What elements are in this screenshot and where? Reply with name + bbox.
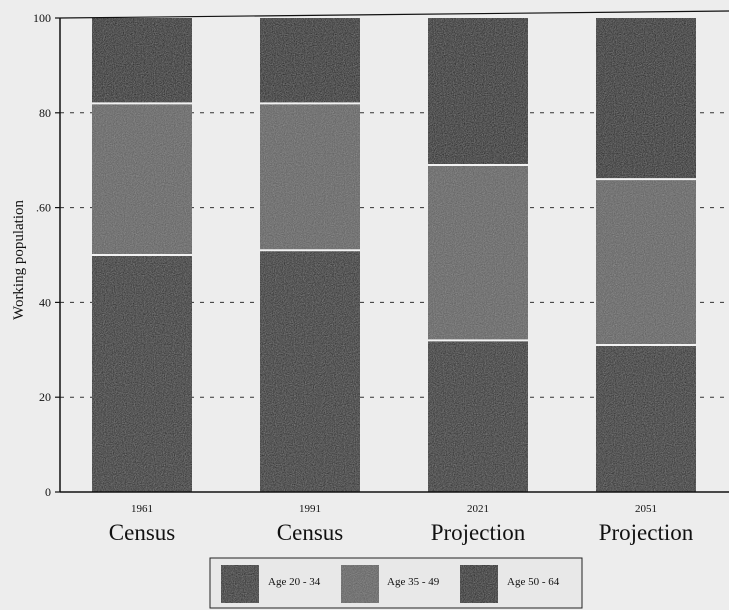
y-tick-label-5: 100 [33, 11, 51, 25]
bar-1961-age-50-64 [92, 18, 192, 104]
bar-1961-age-20-34 [92, 255, 192, 492]
bars [92, 18, 696, 492]
y-tick-label-2: 40 [39, 295, 51, 309]
legend-label-age-50-64: Age 50 - 64 [507, 576, 560, 588]
bar-2021-age-35-49 [428, 164, 528, 341]
bar-1991-age-50-64 [260, 18, 360, 104]
legend-box [209, 557, 583, 609]
category-group-label-0: Census [109, 520, 176, 545]
bar-2051-age-50-64 [596, 18, 696, 180]
category-group-label-3: Projection [599, 520, 694, 545]
category-group-label-2: Projection [431, 520, 526, 545]
bar-1991-age-35-49 [260, 103, 360, 251]
legend-label-age-35-49: Age 35 - 49 [387, 576, 440, 588]
top-line [59, 10, 729, 19]
y-axis [59, 10, 729, 493]
bar-2051-age-20-34 [596, 345, 696, 492]
y-tick-label-3: .60 [36, 201, 51, 215]
y-tick-labels: 0 20 40 .60 80 100 [33, 11, 60, 499]
x-tick-label-1961: 1961 [131, 503, 153, 515]
x-category-labels: 1961 Census 1991 Census 2021 Projection 2051 Pr… [109, 503, 694, 545]
bar-2021-age-20-34 [428, 340, 528, 492]
bar-2021-age-50-64 [428, 18, 528, 165]
legend-label-age-20-34: Age 20 - 34 [268, 576, 321, 588]
y-tick-label-0: 0 [45, 485, 51, 499]
y-axis-label: Working population [11, 199, 27, 320]
x-tick-label-2021: 2021 [467, 503, 489, 515]
legend-swatch-age-20-34 [221, 565, 259, 603]
y-tick-label-1: 20 [39, 390, 51, 404]
x-tick-label-2051: 2051 [635, 503, 657, 515]
legend-swatch-age-50-64 [460, 565, 498, 603]
legend-swatch-age-35-49 [341, 565, 379, 603]
bar-1991-age-20-34 [260, 250, 360, 492]
y-tick-label-4: 80 [39, 106, 51, 120]
bar-2051-age-35-49 [596, 179, 696, 346]
category-group-label-1: Census [277, 520, 344, 545]
bar-1961-age-35-49 [92, 103, 192, 255]
legend: Age 20 - 34 Age 35 - 49 Age 50 - 64 [209, 557, 583, 609]
x-tick-label-1991: 1991 [299, 503, 321, 515]
